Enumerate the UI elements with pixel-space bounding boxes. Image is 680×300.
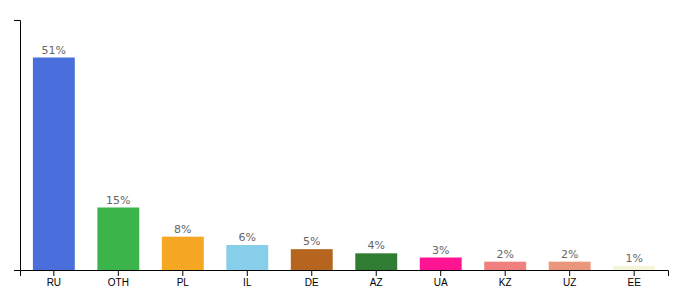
bar <box>162 237 204 270</box>
x-tick-mark <box>247 270 248 276</box>
data-label: 15% <box>106 194 130 207</box>
data-labels: 51% 15% 8% 6% 5% 4% 3% 2% 2% 1% <box>42 44 643 265</box>
x-tick-mark <box>376 270 377 276</box>
chart: RU OTH PL IL DE AZ UA KZ UZ EE 51% 15% 8% 6% 5% 4% 3% 2% 2… <box>0 0 680 300</box>
x-tick: UA <box>434 270 448 288</box>
bar <box>420 258 462 271</box>
data-label: 51% <box>42 44 66 57</box>
y-axis <box>14 21 21 271</box>
x-tick: OTH <box>108 270 129 288</box>
x-tick: AZ <box>370 270 383 288</box>
x-tick-mark <box>311 270 312 276</box>
x-tick: PL <box>177 270 190 288</box>
x-tick: KZ <box>499 270 512 288</box>
x-tick-label: OTH <box>108 277 129 288</box>
plot: RU OTH PL IL DE AZ UA KZ UZ EE 51% 15% 8% 6% 5% 4% 3% 2% 2… <box>14 21 669 289</box>
x-tick: IL <box>243 270 252 288</box>
bar <box>226 245 268 270</box>
bar <box>613 266 655 270</box>
bar <box>549 262 591 270</box>
x-axis: RU OTH PL IL DE AZ UA KZ UZ EE <box>21 270 669 288</box>
x-tick-label: UA <box>434 277 448 288</box>
bar <box>33 58 75 271</box>
data-label: 4% <box>368 239 385 252</box>
x-tick-label: AZ <box>370 277 383 288</box>
x-tick-mark <box>505 270 506 276</box>
bar <box>291 249 333 270</box>
x-tick-mark <box>118 270 119 276</box>
x-tick-label: KZ <box>499 277 512 288</box>
data-label: 6% <box>239 231 256 244</box>
x-tick: UZ <box>563 270 576 288</box>
x-axis-line <box>21 271 669 277</box>
bars <box>33 58 655 271</box>
x-tick-label: IL <box>243 277 252 288</box>
x-tick-label: PL <box>177 277 190 288</box>
x-tick-label: DE <box>305 277 319 288</box>
x-tick-mark <box>634 270 635 276</box>
data-label: 2% <box>496 248 513 261</box>
bar <box>355 253 397 270</box>
data-label: 2% <box>561 248 578 261</box>
bar <box>97 208 139 271</box>
x-tick-mark <box>569 270 570 276</box>
x-tick: DE <box>305 270 319 288</box>
data-label: 3% <box>432 244 449 257</box>
x-tick: RU <box>47 270 61 288</box>
x-tick-label: EE <box>627 277 641 288</box>
data-label: 1% <box>625 252 642 265</box>
bar <box>484 262 526 270</box>
x-tick-label: UZ <box>563 277 576 288</box>
x-tick-label: RU <box>47 277 61 288</box>
x-tick-mark <box>182 270 183 276</box>
x-tick-mark <box>440 270 441 276</box>
y-axis-line <box>14 21 21 271</box>
x-tick: EE <box>627 270 641 288</box>
data-label: 5% <box>303 235 320 248</box>
x-tick-mark <box>53 270 54 276</box>
data-label: 8% <box>174 223 191 236</box>
